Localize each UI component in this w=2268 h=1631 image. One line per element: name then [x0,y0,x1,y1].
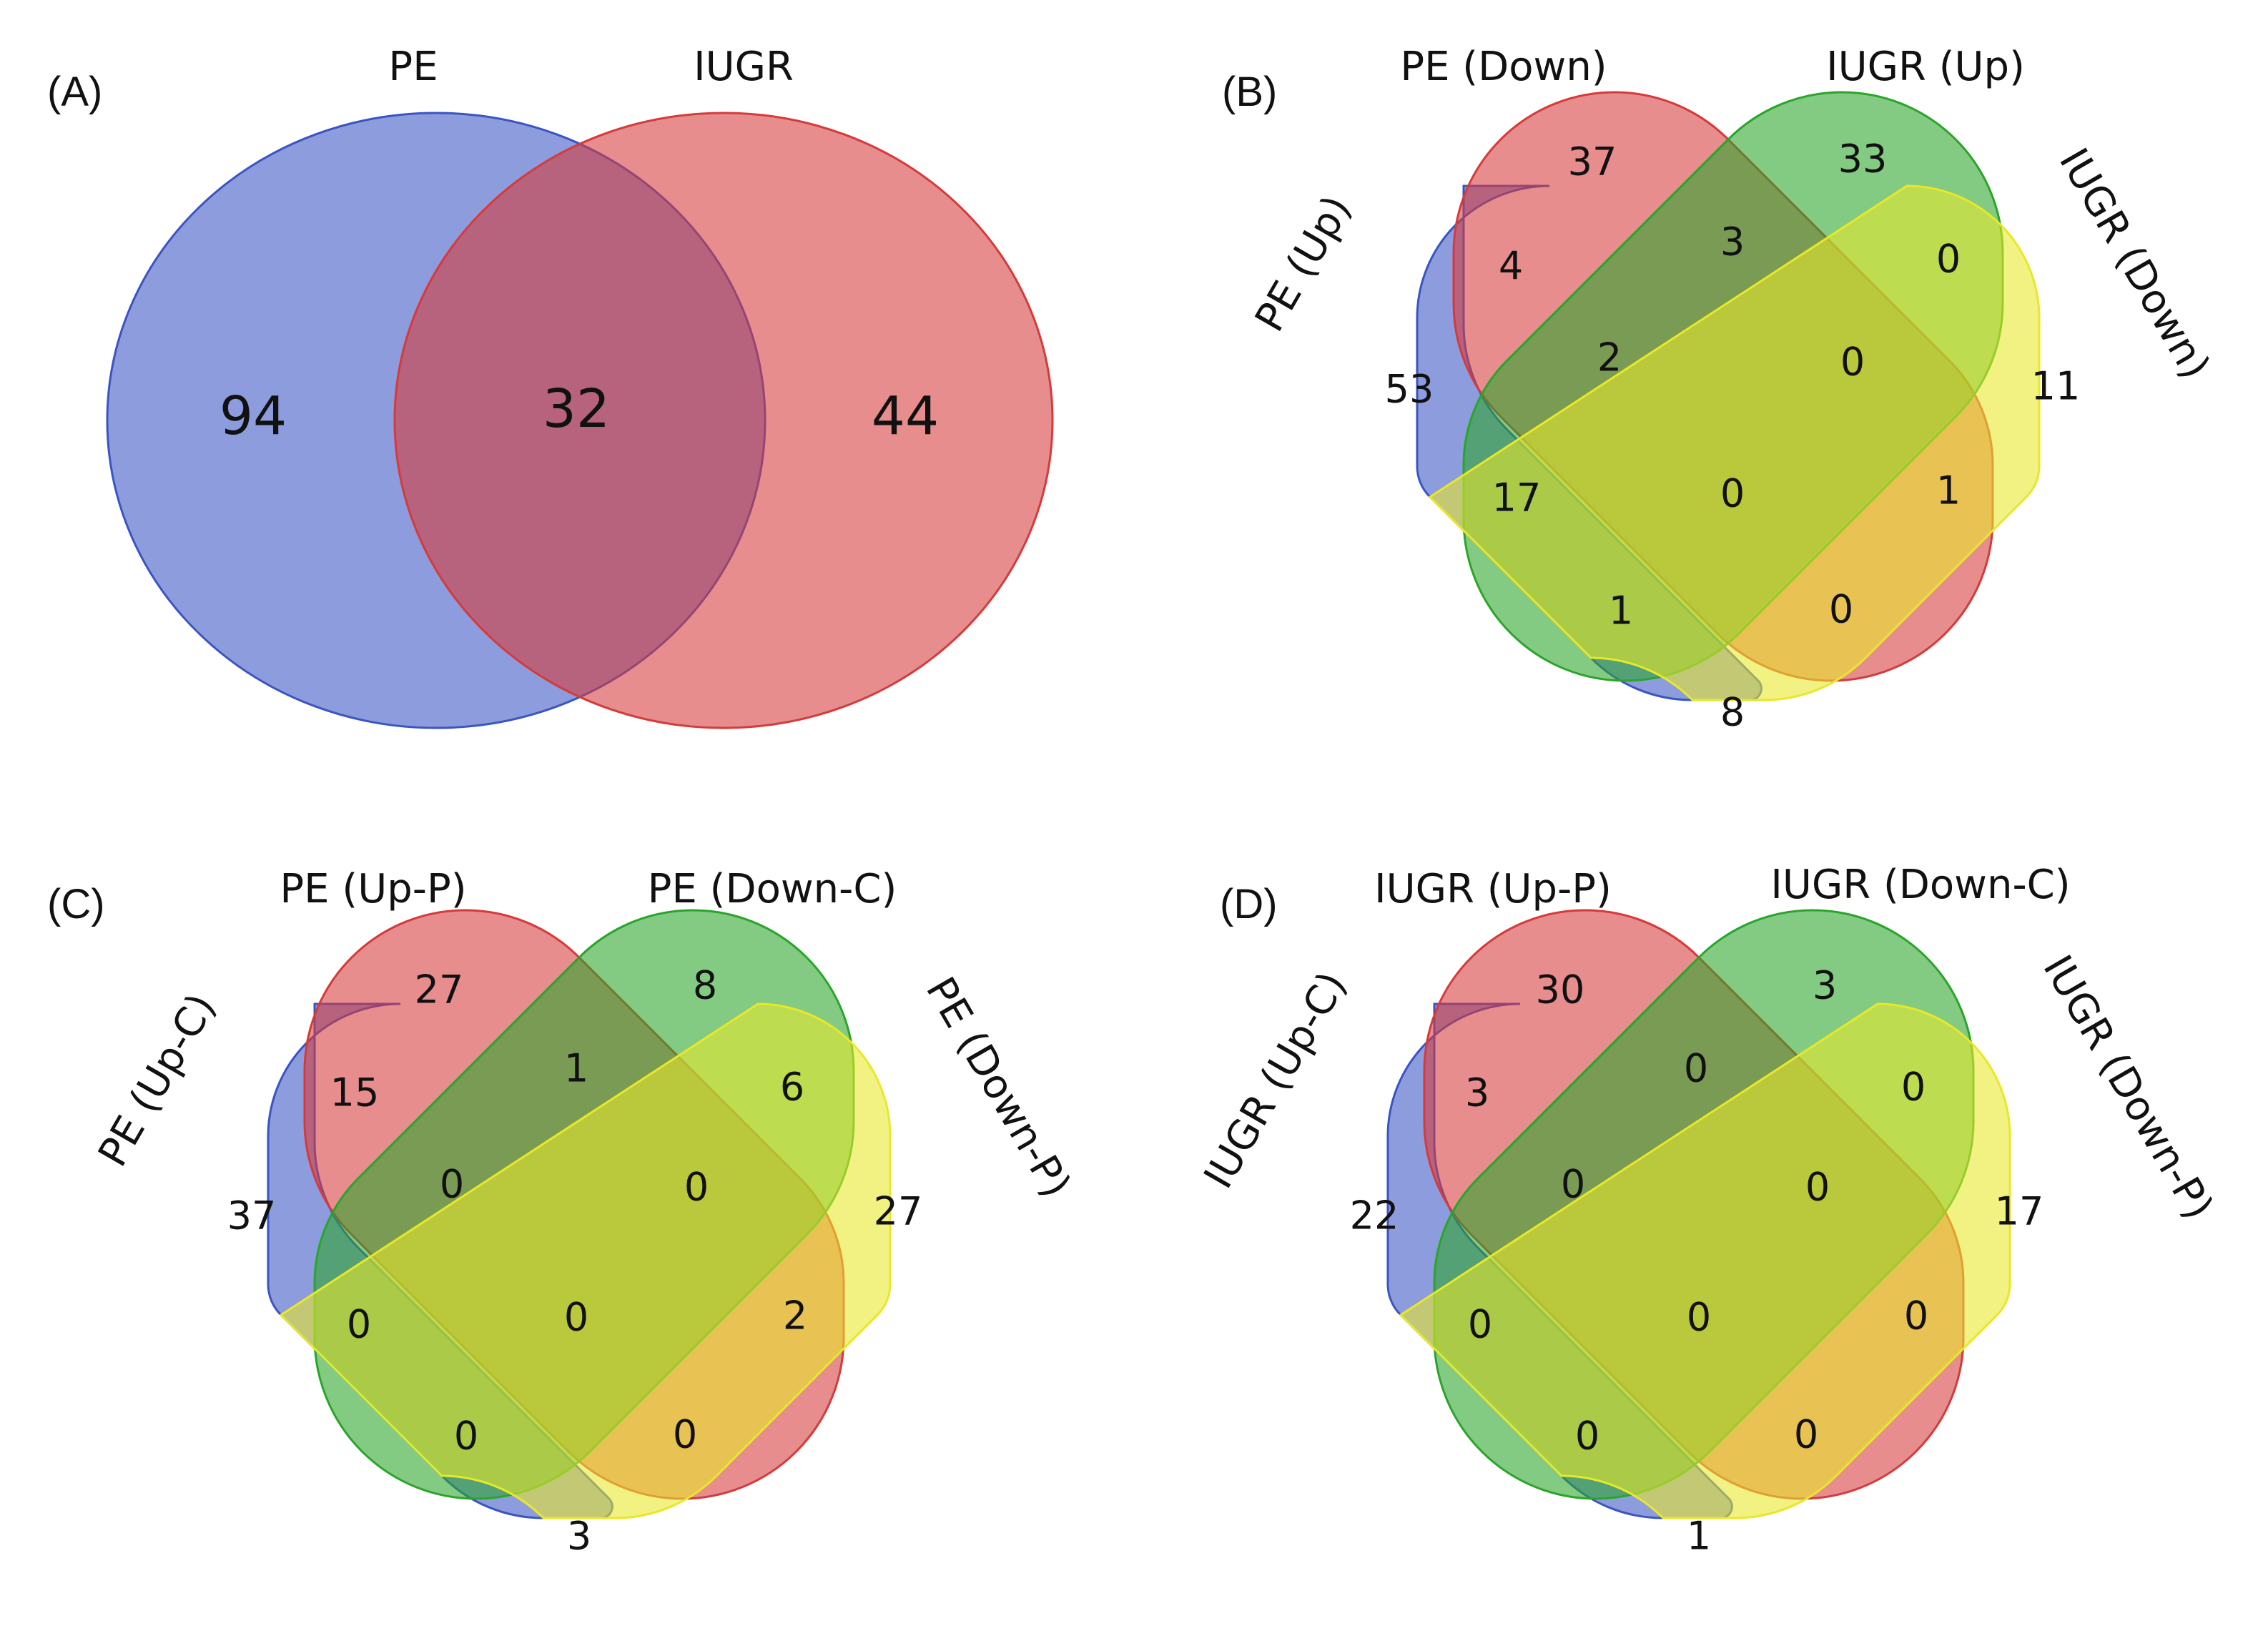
venn-a-count-iugr-only: 44 [872,385,939,447]
venn-d-set-4 [1399,1002,2011,1519]
venn-d-counts: 22 30 3 17 3 0 0 0 0 0 0 0 0 0 1 [1350,963,2044,1559]
venn-d-count-a: 22 [1350,1193,1399,1238]
venn-c-count-b: 27 [415,967,464,1012]
venn-b-count-bd: 1 [1936,468,1961,513]
panel-b-letter: (B) [1222,69,1277,115]
venn-d-count-c: 3 [1813,963,1837,1008]
venn-c-label-up-c: PE (Up-C) [89,986,225,1174]
venn-d-count-cd: 0 [1901,1065,1926,1110]
venn-b-count-ac: 17 [1492,475,1542,521]
venn-d-label-down-p: IUGR (Down-P) [2033,947,2222,1227]
panel-d-letter: (D) [1220,881,1278,927]
venn-d-count-abc: 0 [1561,1162,1585,1207]
panel-a: (A) PE IUGR 94 32 44 [47,44,1054,729]
venn-d-label-up-p: IUGR (Up-P) [1374,866,1612,912]
venn-c-count-bd: 2 [783,1294,807,1339]
venn-c-count-bc: 1 [564,1046,588,1091]
venn-b-count-cd: 0 [1936,237,1961,282]
venn-b-count-a: 53 [1385,367,1434,412]
venn-b-count-ad: 8 [1720,690,1745,735]
venn-a-set-label-iugr: IUGR [694,44,794,90]
venn-c-count-a: 37 [227,1193,277,1238]
venn-d-count-abcd: 0 [1687,1295,1711,1340]
panel-d: (D) IUGR (Up-P) IUGR (Down-C) IUGR (Up-C… [1195,862,2222,1559]
venn-b-set-4 [1428,184,2041,701]
venn-a-count-pe-only: 94 [220,385,287,447]
venn-d-count-d: 17 [1995,1189,2044,1234]
venn-c-count-abd: 0 [673,1412,697,1457]
venn-d-count-abd: 0 [1794,1412,1818,1457]
venn-a-set-iugr [393,112,1054,729]
venn-c-count-c: 8 [693,963,717,1008]
venn-c-count-d: 27 [874,1189,923,1234]
venn-c-count-abc: 0 [440,1162,464,1207]
venn-d-count-ad: 1 [1687,1514,1711,1559]
venn-c-label-up-p: PE (Up-P) [280,866,466,912]
venn-d-count-b: 30 [1536,967,1585,1012]
venn-a-count-pe-iugr: 32 [543,378,610,440]
venn-b-count-abd: 0 [1829,587,1853,632]
venn-c-count-ac: 0 [347,1302,371,1347]
panel-c-letter: (C) [47,881,105,927]
venn-c-count-acd: 0 [454,1414,478,1459]
panel-b: (B) PE (Down) IUGR (Up) PE (Up) IUGR (Do… [1222,44,2219,735]
venn-b-count-bcd: 0 [1840,340,1865,385]
venn-c-counts: 37 27 8 27 15 1 6 0 0 0 0 2 0 0 3 [227,963,923,1559]
venn-c-label-down-p: PE (Down-P) [917,970,1080,1206]
venn-b-count-b: 37 [1568,139,1617,184]
venn-d-count-ac: 0 [1468,1302,1492,1347]
venn-d-count-ab: 3 [1465,1070,1489,1115]
venn-c-count-ad: 3 [567,1514,591,1559]
venn-c-count-ab: 15 [330,1070,380,1115]
venn-b-count-c: 33 [1838,137,1888,182]
venn-b-label-iugr-up: IUGR (Up) [1826,44,2025,90]
venn-c-count-bcd: 0 [684,1165,709,1210]
venn-c-set-4 [279,1002,892,1519]
panel-c: (C) PE (Up-P) PE (Down-C) PE (Up-C) PE (… [47,866,1080,1559]
venn-d-label-down-c: IUGR (Down-C) [1770,862,2070,908]
panel-a-letter: (A) [47,69,102,115]
venn-b-count-bc: 3 [1720,220,1745,265]
venn-b-count-abc: 2 [1597,335,1622,380]
venn-b-label-pe-down: PE (Down) [1400,44,1607,90]
venn-b-count-ab: 4 [1499,244,1523,289]
venn-b-count-acd: 1 [1609,588,1633,634]
venn-b-count-d: 11 [2031,364,2081,409]
venn-b-counts: 53 37 33 11 4 3 0 2 0 17 0 1 1 0 8 [1385,137,2081,735]
venn-d-label-up-c: IUGR (Up-C) [1195,965,1356,1196]
venn-c-label-down-c: PE (Down-C) [648,866,897,912]
venn-a-set-label-pe: PE [388,44,438,90]
venn-d-count-bd: 0 [1904,1294,1928,1339]
venn-d-count-acd: 0 [1575,1414,1599,1459]
venn-b-label-iugr-down: IUGR (Down) [2050,141,2219,387]
venn-c-count-abcd: 0 [564,1295,588,1340]
venn-d-count-bcd: 0 [1805,1165,1830,1210]
venn-b-count-abcd: 0 [1720,471,1745,516]
venn-d-count-bc: 0 [1684,1046,1708,1091]
venn-c-count-cd: 6 [780,1065,804,1110]
venn-b-label-pe-up: PE (Up) [1246,188,1361,340]
